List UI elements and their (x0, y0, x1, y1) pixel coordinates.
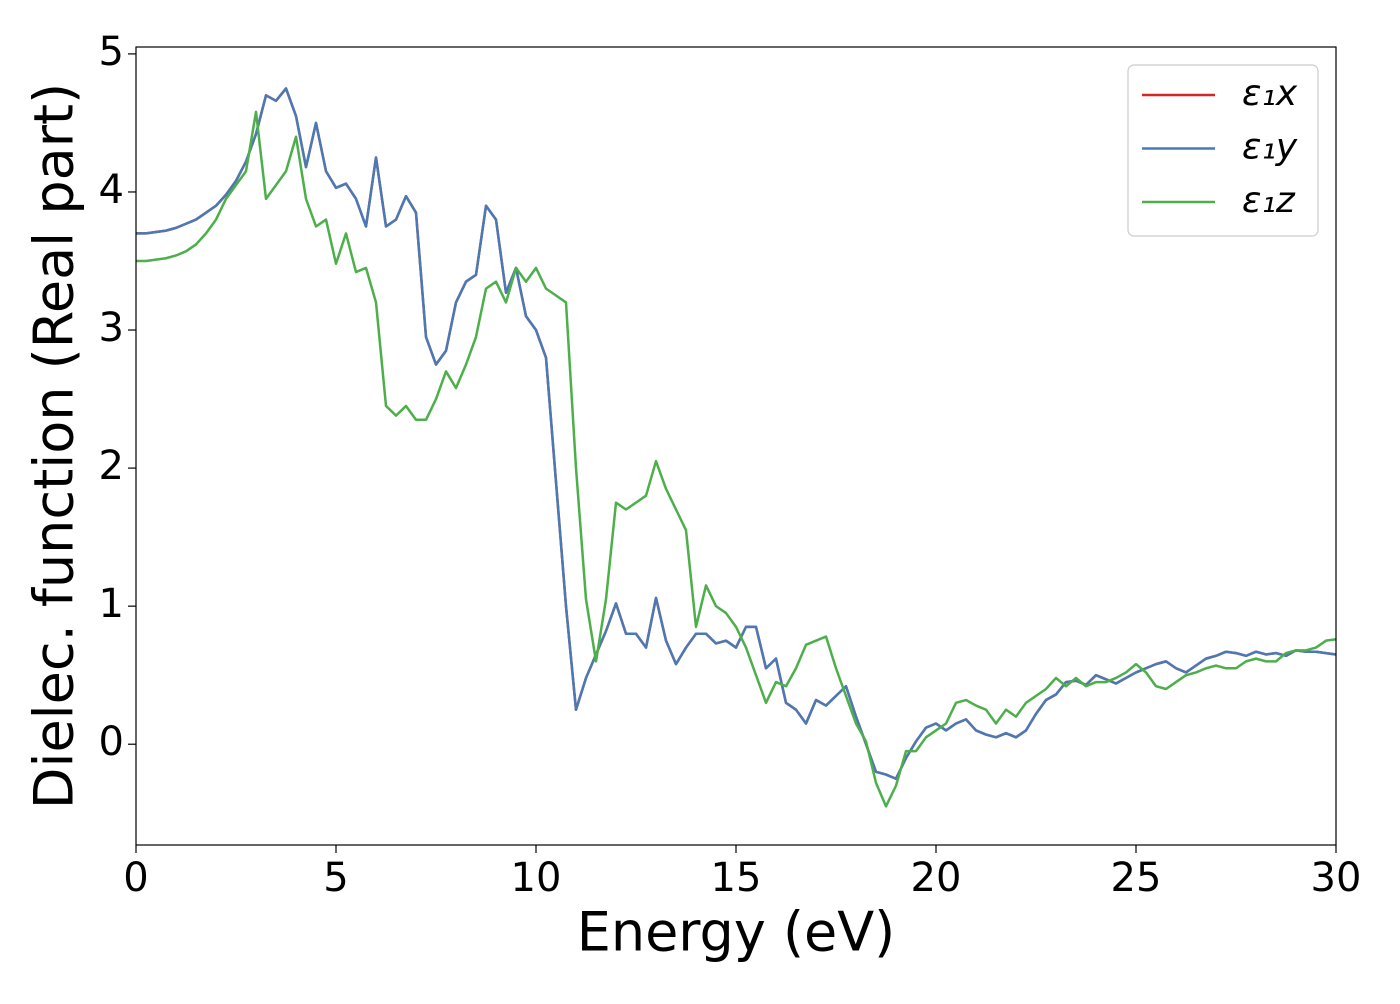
x-tick-label: 5 (323, 855, 348, 901)
x-tick-label: 30 (1311, 855, 1362, 901)
y-tick-label: 2 (99, 443, 124, 489)
x-tick-label: 10 (511, 855, 562, 901)
y-tick-label: 4 (99, 167, 124, 213)
x-tick-label: 15 (711, 855, 762, 901)
x-tick-label: 0 (123, 855, 148, 901)
legend-box (1127, 64, 1319, 237)
x-tick-label: 20 (911, 855, 962, 901)
series-line (136, 110, 1336, 808)
y-tick-label: 1 (99, 581, 124, 627)
y-tick-label: 0 (99, 719, 124, 765)
legend-label: ε₁x (1242, 73, 1298, 114)
x-axis-label: Energy (eV) (577, 901, 896, 964)
y-axis-label: Dielec. function (Real part) (23, 83, 86, 809)
series-line (136, 87, 1336, 780)
y-tick-label: 5 (99, 29, 124, 75)
legend-label: ε₁z (1242, 180, 1296, 221)
x-tick-label: 25 (1111, 855, 1162, 901)
y-tick-label: 3 (99, 305, 124, 351)
plot-frame (135, 46, 1337, 846)
legend-label: ε₁y (1242, 127, 1298, 168)
